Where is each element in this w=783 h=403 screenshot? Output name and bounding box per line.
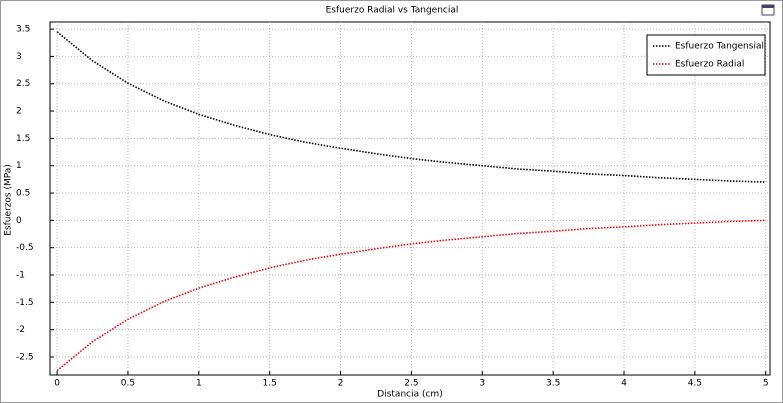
y-tick-label: -0.5 — [16, 243, 34, 253]
y-tick-label: 0.5 — [16, 189, 30, 199]
window-icon[interactable] — [761, 4, 775, 16]
y-tick-label: -1.5 — [16, 298, 34, 308]
x-tick-label: 4 — [621, 379, 627, 389]
icon-bar[interactable] — [762, 5, 774, 8]
x-tick-label: 3.5 — [546, 379, 560, 389]
legend-box — [646, 34, 766, 76]
y-tick-label: 2.5 — [16, 79, 30, 89]
x-tick-label: 4.5 — [688, 379, 702, 389]
y-axis-label: Esfuerzos (MPa) — [4, 164, 14, 236]
y-tick-label: 3 — [16, 52, 22, 62]
x-tick-label: 2.5 — [404, 379, 418, 389]
y-tick-label: 1.5 — [16, 134, 30, 144]
y-tick-label: 3.5 — [16, 25, 30, 35]
chart-title: Esfuerzo Radial vs Tangencial — [326, 6, 459, 16]
y-tick-label: 0 — [16, 216, 22, 226]
legend-label: Esfuerzo Tangensial — [675, 42, 764, 52]
x-axis-label: Distancia (cm) — [377, 390, 442, 400]
y-tick-label: -2 — [16, 325, 25, 335]
y-tick-label: -2.5 — [16, 352, 34, 362]
x-tick-label: 1 — [196, 379, 202, 389]
legend-label: Esfuerzo Radial — [675, 60, 744, 70]
y-tick-label: -1 — [16, 271, 25, 281]
y-tick-label: 2 — [16, 107, 22, 117]
x-tick-label: 1.5 — [263, 379, 277, 389]
plot-area — [49, 21, 771, 376]
x-tick-label: 0 — [54, 379, 60, 389]
x-tick-label: 5 — [763, 379, 769, 389]
y-tick-label: 1 — [16, 161, 22, 171]
x-tick-label: 2 — [338, 379, 344, 389]
x-tick-label: 0.5 — [121, 379, 135, 389]
x-tick-label: 3 — [479, 379, 485, 389]
